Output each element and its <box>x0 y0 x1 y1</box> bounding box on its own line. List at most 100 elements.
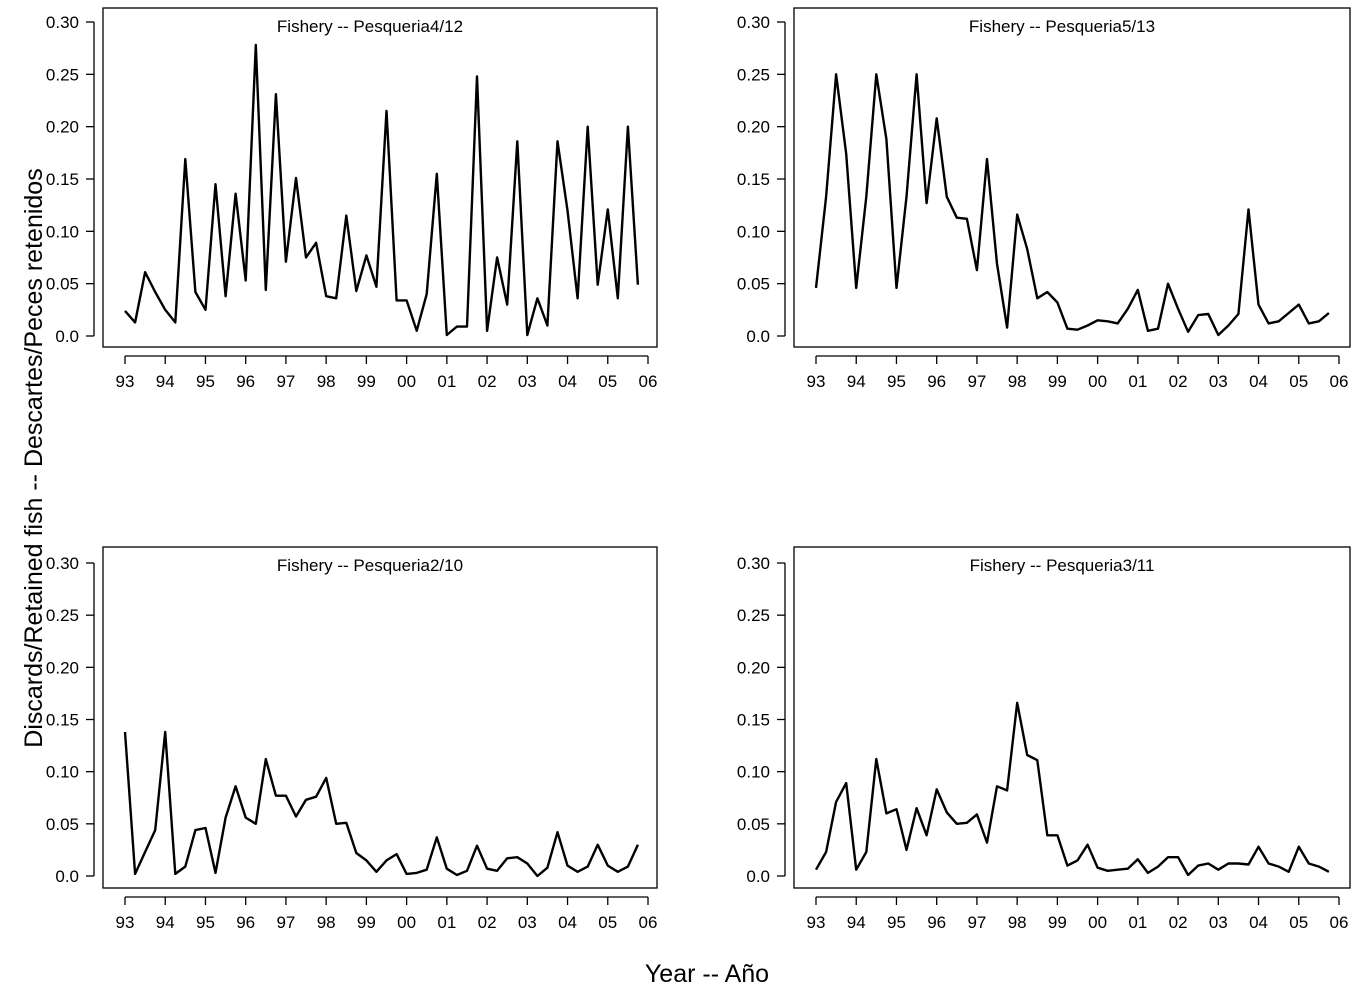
x-tick-label: 03 <box>1209 372 1228 391</box>
chart-panel: Fishery -- Pesqueria5/13 93 94 95 96 97 98 99 00… <box>737 7 1351 391</box>
x-tick-label: 05 <box>1289 372 1308 391</box>
x-tick-label: 93 <box>807 913 826 932</box>
x-tick-label: 99 <box>1048 372 1067 391</box>
x-tick-label: 95 <box>196 913 215 932</box>
x-tick-label: 95 <box>196 372 215 391</box>
series-line <box>814 701 1330 877</box>
y-tick-label: 0.30 <box>737 554 770 573</box>
y-tick-label: 0.20 <box>737 118 770 137</box>
x-tick-label: 95 <box>887 913 906 932</box>
y-tick-label: 0.15 <box>46 170 79 189</box>
x-tick-label: 97 <box>276 372 295 391</box>
x-tick-label: 93 <box>116 372 135 391</box>
x-tick-label: 00 <box>397 913 416 932</box>
x-tick-label: 00 <box>397 372 416 391</box>
y-tick-label: 0.05 <box>46 275 79 294</box>
plot-frame <box>793 7 1351 348</box>
y-tick-label: 0.30 <box>46 554 79 573</box>
x-tick-label: 00 <box>1088 913 1107 932</box>
y-tick-label: 0.05 <box>737 815 770 834</box>
x-tick-label: 06 <box>1330 913 1349 932</box>
x-tick-label: 98 <box>1008 372 1027 391</box>
panel-title: Fishery -- Pesqueria3/11 <box>970 556 1155 575</box>
y-tick-label: 0.20 <box>737 658 770 677</box>
panel-title: Fishery -- Pesqueria2/10 <box>277 556 463 575</box>
plot-frame <box>793 546 1351 889</box>
panel-title: Fishery -- Pesqueria4/12 <box>277 17 463 36</box>
x-tick-label: 98 <box>317 372 336 391</box>
y-tick-label: 0.10 <box>737 763 770 782</box>
y-tick-label: 0.30 <box>46 13 79 32</box>
series-line <box>123 730 639 878</box>
y-tick-label: 0.15 <box>737 711 770 730</box>
x-tick-label: 97 <box>276 913 295 932</box>
x-tick-label: 99 <box>357 913 376 932</box>
x-tick-label: 05 <box>1289 913 1308 932</box>
x-tick-label: 93 <box>807 372 826 391</box>
y-tick-label: 0.15 <box>46 711 79 730</box>
plot-frame <box>102 7 658 348</box>
x-tick-label: 04 <box>558 913 577 932</box>
x-tick-label: 93 <box>116 913 135 932</box>
x-tick-label: 03 <box>1209 913 1228 932</box>
x-tick-label: 94 <box>156 913 175 932</box>
x-tick-label: 05 <box>598 372 617 391</box>
y-tick-label: 0.0 <box>746 327 770 346</box>
y-tick-label: 0.10 <box>46 222 79 241</box>
x-tick-label: 96 <box>236 372 255 391</box>
x-tick-label: 94 <box>847 913 866 932</box>
x-tick-label: 01 <box>437 372 456 391</box>
x-axis-label: Year -- Año <box>645 960 769 988</box>
x-tick-label: 01 <box>437 913 456 932</box>
x-tick-label: 06 <box>1330 372 1349 391</box>
x-tick-label: 04 <box>558 372 577 391</box>
y-tick-label: 0.20 <box>46 658 79 677</box>
y-tick-label: 0.25 <box>46 65 79 84</box>
x-tick-label: 04 <box>1249 913 1268 932</box>
y-tick-label: 0.20 <box>46 118 79 137</box>
x-tick-label: 02 <box>1169 913 1188 932</box>
x-tick-label: 94 <box>156 372 175 391</box>
y-tick-label: 0.25 <box>46 606 79 625</box>
x-tick-label: 03 <box>518 913 537 932</box>
y-tick-label: 0.10 <box>46 763 79 782</box>
x-tick-label: 06 <box>639 372 658 391</box>
chart-panel: Fishery -- Pesqueria2/10 93 94 95 96 97 98 99 00… <box>46 546 658 932</box>
x-tick-label: 97 <box>967 372 986 391</box>
x-tick-label: 06 <box>639 913 658 932</box>
y-tick-label: 0.15 <box>737 170 770 189</box>
y-tick-label: 0.10 <box>737 222 770 241</box>
x-tick-label: 03 <box>518 372 537 391</box>
y-axis-label: Discards/Retained fish -- Descartes/Pece… <box>20 168 48 747</box>
x-tick-label: 02 <box>478 372 497 391</box>
x-tick-label: 02 <box>1169 372 1188 391</box>
x-tick-label: 99 <box>1048 913 1067 932</box>
x-tick-label: 94 <box>847 372 866 391</box>
x-tick-label: 04 <box>1249 372 1268 391</box>
y-tick-label: 0.05 <box>737 275 770 294</box>
y-tick-label: 0.0 <box>746 867 770 886</box>
x-tick-label: 96 <box>927 372 946 391</box>
x-tick-label: 98 <box>317 913 336 932</box>
y-tick-label: 0.05 <box>46 815 79 834</box>
series-line <box>814 73 1330 337</box>
chart-panel: Fishery -- Pesqueria3/11 93 94 95 96 97 98 99 00… <box>737 546 1351 932</box>
x-tick-label: 99 <box>357 372 376 391</box>
y-tick-label: 0.0 <box>55 867 79 886</box>
y-tick-label: 0.0 <box>55 327 79 346</box>
x-tick-label: 02 <box>478 913 497 932</box>
x-tick-label: 98 <box>1008 913 1027 932</box>
x-tick-label: 01 <box>1128 913 1147 932</box>
panel-title: Fishery -- Pesqueria5/13 <box>969 17 1155 36</box>
x-tick-label: 00 <box>1088 372 1107 391</box>
x-tick-label: 96 <box>927 913 946 932</box>
plot-frame <box>102 546 658 889</box>
y-tick-label: 0.25 <box>737 65 770 84</box>
x-tick-label: 05 <box>598 913 617 932</box>
x-tick-label: 97 <box>967 913 986 932</box>
x-tick-label: 96 <box>236 913 255 932</box>
chart-panel: Fishery -- Pesqueria4/12 93 94 95 96 97 98 99 00… <box>46 7 658 391</box>
y-tick-label: 0.25 <box>737 606 770 625</box>
x-tick-label: 01 <box>1128 372 1147 391</box>
